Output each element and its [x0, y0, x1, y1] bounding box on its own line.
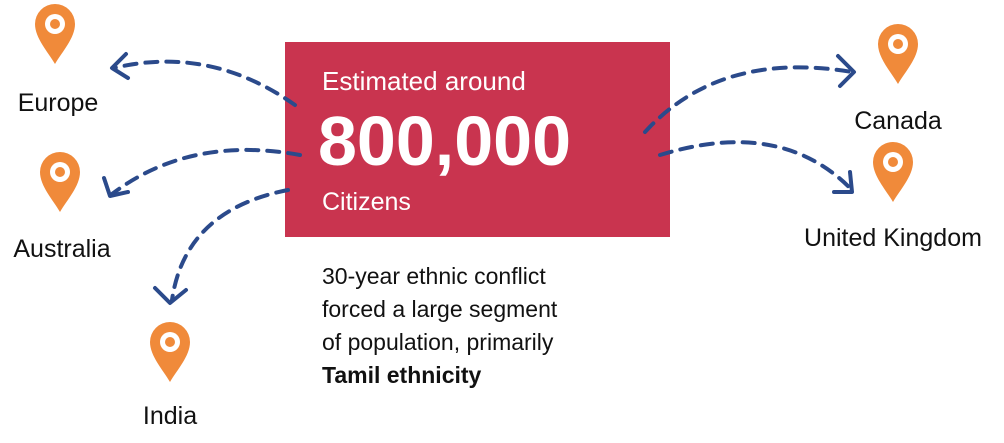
description-line: forced a large segment — [322, 296, 558, 322]
arrows — [102, 52, 856, 305]
location-pin — [35, 4, 75, 64]
destination-label: United Kingdom — [804, 224, 982, 252]
description-emphasis: Tamil ethnicity — [322, 362, 482, 388]
description-line: 30-year ethnic conflict — [322, 263, 546, 289]
headline-prefix: Estimated around — [322, 66, 526, 96]
destination-label: Europe — [18, 89, 99, 117]
headline-number: 800,000 — [318, 102, 571, 180]
location-pin — [150, 322, 190, 382]
headline-suffix: Citizens — [322, 188, 411, 216]
headline-box — [285, 42, 670, 237]
location-pin — [878, 24, 918, 84]
destination-label: Canada — [854, 107, 942, 135]
location-pin — [873, 142, 913, 202]
description-line: of population, primarily — [322, 329, 554, 355]
destination-label: India — [143, 402, 197, 430]
destination-label: Australia — [13, 235, 110, 263]
location-pin — [40, 152, 80, 212]
